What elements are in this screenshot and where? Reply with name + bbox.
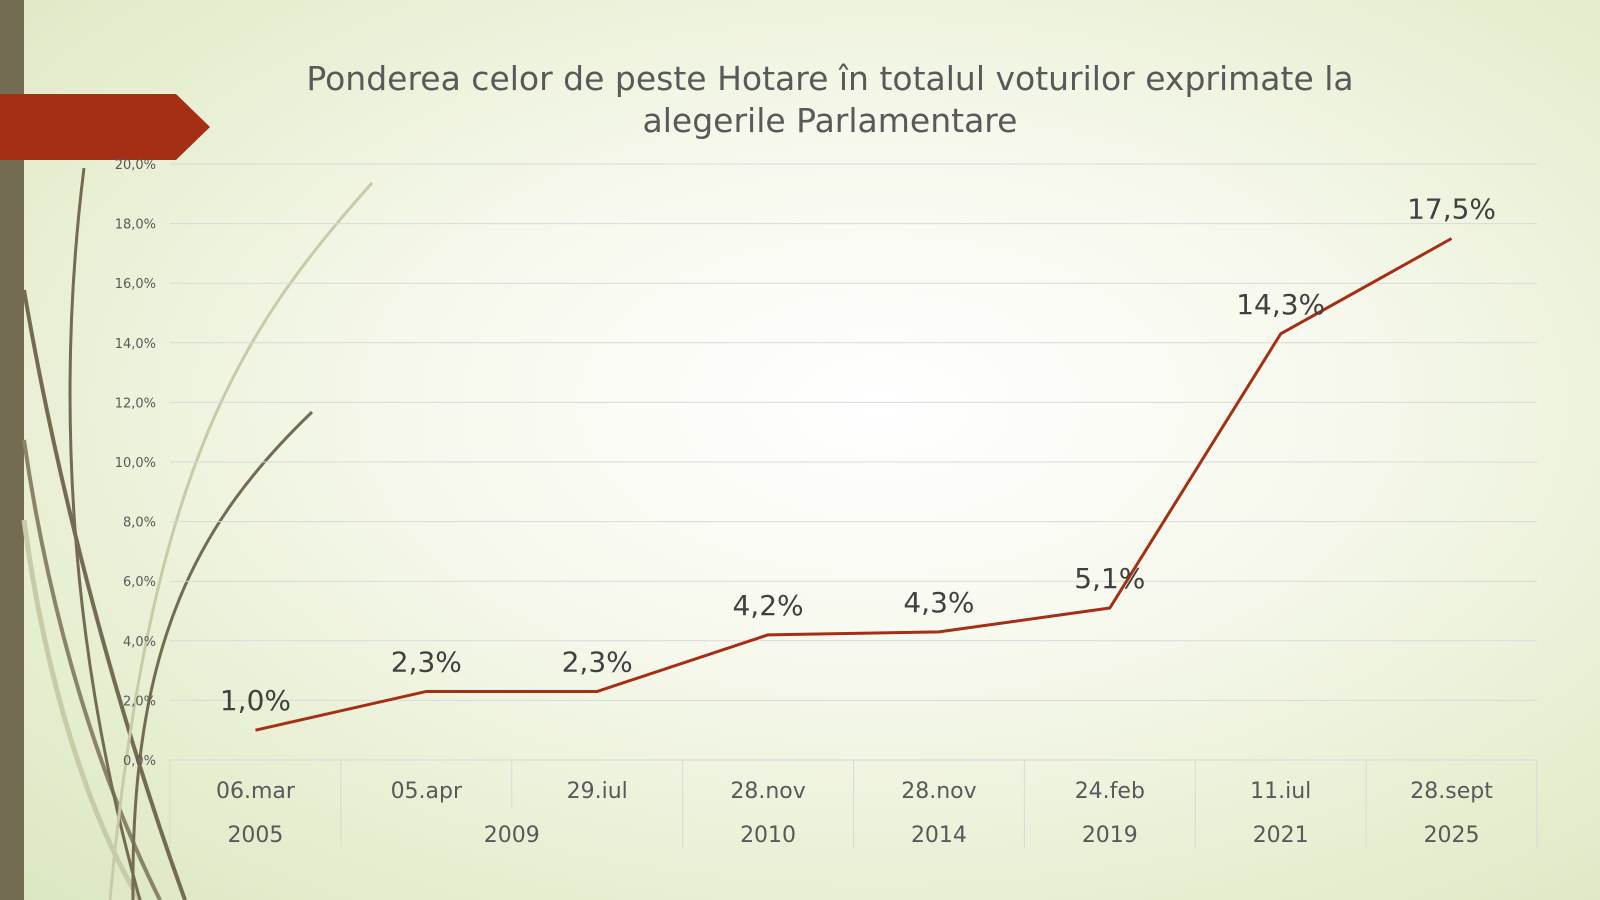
x-category-label: 28.sept: [1410, 779, 1493, 804]
x-category-label: 28.nov: [901, 779, 976, 804]
y-tick-label: 20,0%: [115, 158, 156, 173]
x-year-label: 2010: [740, 823, 796, 848]
data-label: 5,1%: [1074, 562, 1145, 595]
x-category-label: 11.iul: [1250, 779, 1311, 804]
y-tick-label: 4,0%: [123, 635, 156, 650]
y-tick-label: 2,0%: [123, 694, 156, 709]
y-tick-label: 12,0%: [115, 396, 156, 411]
y-tick-label: 10,0%: [115, 456, 156, 471]
grid-lines: [170, 163, 1537, 761]
data-label: 4,3%: [903, 586, 974, 619]
data-label: 17,5%: [1407, 193, 1496, 226]
x-year-label: 2014: [911, 823, 967, 848]
data-labels: 1,0% 2,3% 2,3% 4,2% 4,3% 5,1% 14,3% 17,5%: [220, 193, 1496, 718]
data-label: 4,2%: [732, 589, 803, 622]
x-year-label: 2025: [1424, 823, 1480, 848]
x-year-label: 2019: [1082, 823, 1138, 848]
x-year-label: 2009: [484, 823, 540, 848]
x-category-label: 28.nov: [730, 779, 805, 804]
decorative-curves: [21, 167, 374, 900]
y-tick-label: 6,0%: [123, 575, 156, 590]
x-category-label: 29.iul: [567, 779, 628, 804]
series-line-path: [255, 237, 1453, 732]
y-tick-label: 18,0%: [115, 218, 156, 233]
series-line: [255, 237, 1453, 732]
chart-title: Ponderea celor de peste Hotare în totalu…: [306, 59, 1354, 140]
data-label: 14,3%: [1236, 288, 1325, 321]
y-axis-ticks: 0,0% 2,0% 4,0% 6,0% 8,0% 10,0% 12,0% 14,0% 16,0%…: [115, 158, 156, 769]
y-tick-label: 8,0%: [123, 516, 156, 531]
x-year-label: 2005: [227, 823, 283, 848]
data-label: 2,3%: [391, 645, 462, 678]
x-axis: 06.mar 05.apr 29.iul 28.nov 28.nov 24.feb 11.i…: [169, 760, 1538, 848]
y-tick-label: 14,0%: [115, 337, 156, 352]
y-tick-label: 0,0%: [123, 754, 156, 769]
x-category-label: 24.feb: [1075, 779, 1145, 804]
x-year-label: 2021: [1253, 823, 1309, 848]
x-category-label: 05.apr: [391, 779, 463, 804]
data-label: 1,0%: [220, 684, 291, 717]
y-tick-label: 16,0%: [115, 277, 156, 292]
red-arrow-tab: [0, 94, 210, 160]
data-label: 2,3%: [562, 645, 633, 678]
x-category-label: 06.mar: [216, 779, 296, 804]
